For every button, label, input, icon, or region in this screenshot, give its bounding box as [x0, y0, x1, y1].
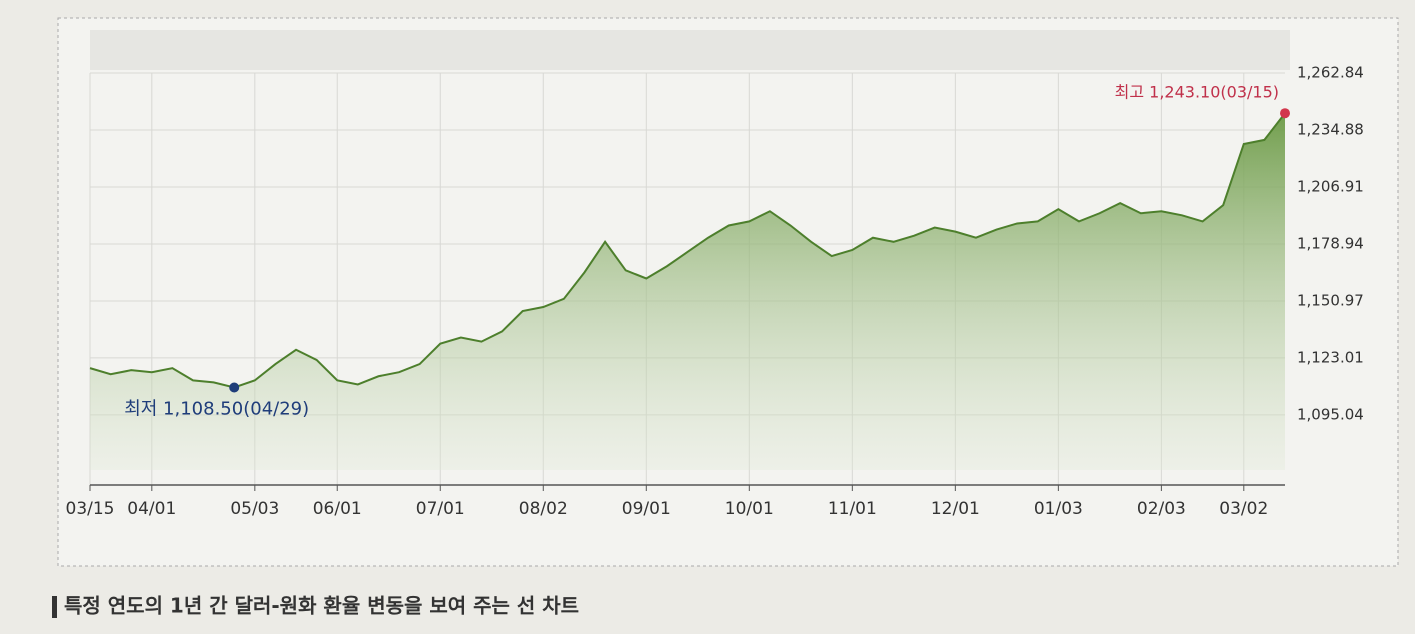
x-tick-label: 07/01 [416, 499, 465, 519]
caption: 특정 연도의 1년 간 달러-원화 환율 변동을 보여 주는 선 차트 [64, 594, 579, 618]
y-tick-label: 1,178.94 [1297, 234, 1364, 252]
x-tick-label: 11/01 [828, 499, 877, 519]
y-tick-label: 1,262.84 [1297, 64, 1364, 82]
x-tick-label: 03/02 [1219, 499, 1268, 519]
x-tick-label: 08/02 [519, 499, 568, 519]
y-tick-label: 1,234.88 [1297, 120, 1364, 138]
min-label: 최저 1,108.50(04/29) [124, 398, 309, 419]
header-band [90, 30, 1290, 70]
x-tick-label: 06/01 [313, 499, 362, 519]
max-label: 최고 1,243.10(03/15) [1115, 83, 1279, 102]
x-tick-label: 10/01 [725, 499, 774, 519]
y-tick-label: 1,123.01 [1297, 348, 1364, 366]
y-tick-label: 1,095.04 [1297, 405, 1364, 423]
line [89, 112, 1286, 389]
x-tick-label: 09/01 [622, 499, 671, 519]
x-tick-label: 01/03 [1034, 499, 1083, 519]
area [90, 113, 1285, 470]
caption-bar [52, 596, 57, 618]
x-tick-label: 12/01 [931, 499, 980, 519]
x-tick-label: 03/15 [66, 499, 115, 519]
min-point [229, 382, 240, 393]
x-tick-label: 04/01 [127, 499, 176, 519]
y-tick-label: 1,206.91 [1297, 177, 1364, 195]
x-tick-label: 05/03 [230, 499, 279, 519]
y-tick-label: 1,150.97 [1297, 291, 1364, 309]
max-point [1280, 108, 1290, 119]
x-tick-label: 02/03 [1137, 499, 1186, 519]
